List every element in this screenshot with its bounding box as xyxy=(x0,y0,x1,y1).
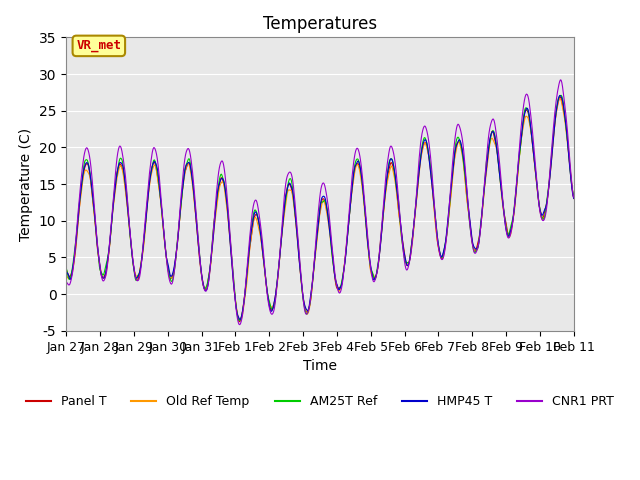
AM25T Ref xyxy=(557,93,565,98)
HMP45 T xyxy=(202,288,210,294)
Old Ref Temp xyxy=(202,286,210,292)
Old Ref Temp xyxy=(382,188,390,193)
Legend: Panel T, Old Ref Temp, AM25T Ref, HMP45 T, CNR1 PRT: Panel T, Old Ref Temp, AM25T Ref, HMP45 … xyxy=(21,390,619,413)
AM25T Ref xyxy=(175,221,183,227)
HMP45 T xyxy=(72,245,79,251)
AM25T Ref xyxy=(72,240,79,246)
Old Ref Temp xyxy=(397,229,404,235)
Line: Panel T: Panel T xyxy=(66,97,574,322)
HMP45 T xyxy=(62,269,70,275)
Line: Old Ref Temp: Old Ref Temp xyxy=(66,98,574,320)
X-axis label: Time: Time xyxy=(303,359,337,373)
AM25T Ref xyxy=(202,284,210,290)
CNR1 PRT xyxy=(124,199,131,205)
AM25T Ref xyxy=(236,317,243,323)
AM25T Ref xyxy=(62,265,70,271)
CNR1 PRT xyxy=(557,77,564,83)
CNR1 PRT xyxy=(382,171,390,177)
Line: CNR1 PRT: CNR1 PRT xyxy=(66,80,574,324)
Panel T xyxy=(202,287,210,292)
Panel T xyxy=(72,249,79,254)
Title: Temperatures: Temperatures xyxy=(263,15,377,33)
Old Ref Temp xyxy=(556,96,564,101)
Y-axis label: Temperature (C): Temperature (C) xyxy=(19,128,33,240)
Panel T xyxy=(397,224,404,230)
Old Ref Temp xyxy=(72,247,79,253)
AM25T Ref xyxy=(397,227,404,233)
Panel T xyxy=(236,319,243,324)
HMP45 T xyxy=(397,223,404,228)
CNR1 PRT xyxy=(175,217,183,223)
Panel T xyxy=(382,185,390,191)
Text: VR_met: VR_met xyxy=(76,39,122,52)
CNR1 PRT xyxy=(72,242,79,248)
HMP45 T xyxy=(236,317,244,323)
HMP45 T xyxy=(175,221,183,227)
AM25T Ref xyxy=(570,192,578,198)
Old Ref Temp xyxy=(236,317,244,323)
HMP45 T xyxy=(124,206,131,212)
Panel T xyxy=(175,222,183,228)
Line: AM25T Ref: AM25T Ref xyxy=(66,96,574,320)
CNR1 PRT xyxy=(570,194,578,200)
Line: HMP45 T: HMP45 T xyxy=(66,96,574,320)
Old Ref Temp xyxy=(62,271,70,277)
Panel T xyxy=(557,95,564,100)
HMP45 T xyxy=(556,93,564,98)
CNR1 PRT xyxy=(397,224,404,229)
CNR1 PRT xyxy=(202,288,210,294)
Panel T xyxy=(124,205,131,211)
CNR1 PRT xyxy=(236,322,244,327)
HMP45 T xyxy=(570,195,578,201)
HMP45 T xyxy=(382,182,390,188)
Old Ref Temp xyxy=(570,193,578,199)
Old Ref Temp xyxy=(124,208,131,214)
Panel T xyxy=(570,196,578,202)
AM25T Ref xyxy=(382,182,390,188)
AM25T Ref xyxy=(124,201,131,206)
CNR1 PRT xyxy=(62,279,70,285)
Old Ref Temp xyxy=(175,221,183,227)
Panel T xyxy=(62,267,70,273)
